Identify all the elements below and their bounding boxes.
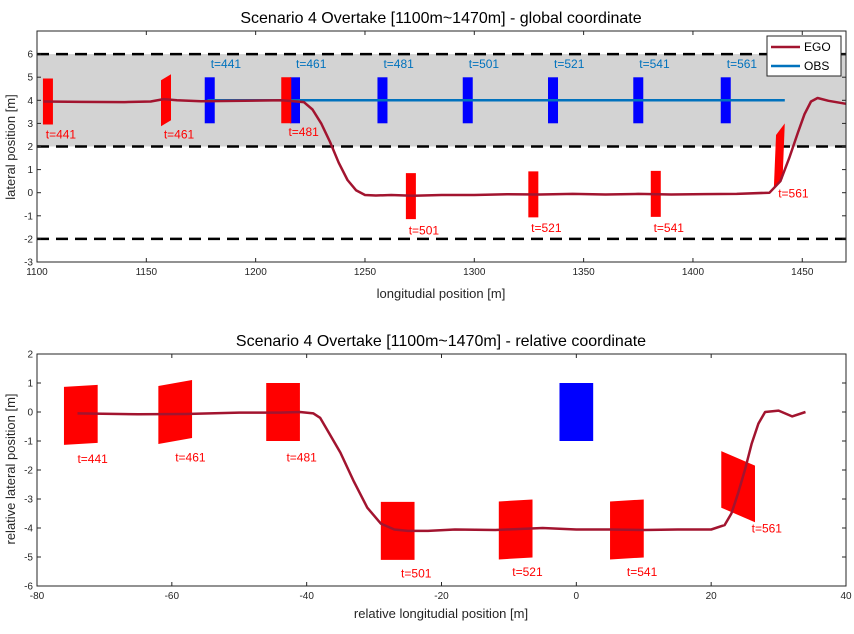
y-tick-label: 2	[27, 142, 33, 153]
y-tick-label: -1	[24, 211, 33, 222]
ego-time-label: t=441	[46, 127, 77, 141]
ego-time-label: t=441	[77, 452, 108, 466]
ego-time-label: t=481	[288, 125, 319, 139]
x-tick-label: 1200	[245, 267, 268, 278]
chart-2-ylabel: relative lateral position [m]	[3, 393, 18, 544]
y-tick-label: 3	[27, 119, 33, 130]
ego-box	[158, 380, 193, 444]
x-tick-label: -40	[299, 591, 314, 602]
y-tick-label: 6	[27, 50, 33, 61]
x-tick-label: 1150	[136, 267, 158, 278]
ego-time-label: t=561	[778, 186, 809, 200]
y-tick-label: -3	[24, 258, 33, 269]
ego-time-label: t=461	[164, 127, 195, 141]
x-tick-label: 0	[574, 591, 580, 602]
x-tick-label: 1250	[354, 267, 377, 278]
obs-time-label: t=521	[554, 57, 585, 71]
obs-time-label: t=481	[383, 57, 414, 71]
chart-1-xlabel: longitudial position [m]	[377, 286, 506, 301]
y-tick-label: 5	[27, 73, 33, 84]
x-tick-label: 1400	[682, 267, 705, 278]
ego-time-label: t=541	[654, 221, 685, 235]
y-tick-label: 0	[27, 408, 33, 419]
y-tick-label: -1	[24, 437, 33, 448]
legend-box	[766, 35, 842, 77]
x-tick-label: 1100	[26, 267, 48, 278]
obs-time-label: t=461	[296, 57, 327, 71]
y-tick-label: 4	[27, 96, 33, 107]
y-tick-label: 1	[27, 379, 33, 390]
obs-time-label: t=441	[211, 57, 242, 71]
y-tick-label: -2	[24, 466, 33, 477]
x-tick-label: 20	[706, 591, 718, 602]
ego-time-label: t=481	[286, 450, 317, 464]
y-tick-label: -2	[24, 234, 33, 245]
ego-time-label: t=521	[512, 565, 543, 579]
chart-1-title: Scenario 4 Overtake [1100m~1470m] - glob…	[240, 10, 641, 27]
obs-box	[559, 383, 594, 441]
ego-trajectory-line	[77, 409, 806, 533]
legend: EGO OBS	[766, 35, 842, 77]
ego-time-label: t=561	[752, 521, 783, 535]
ego-time-label: t=521	[531, 221, 562, 235]
y-tick-label: -4	[24, 524, 33, 535]
ego-time-label: t=461	[175, 450, 206, 464]
x-tick-label: -60	[165, 591, 180, 602]
legend-obs-label: OBS	[804, 59, 829, 73]
y-tick-label: 2	[27, 350, 33, 361]
obs-time-label: t=561	[727, 57, 758, 71]
chart-2-title: Scenario 4 Overtake [1100m~1470m] - rela…	[236, 333, 646, 350]
obs-time-label: t=501	[469, 57, 500, 71]
x-tick-label: -20	[434, 591, 449, 602]
x-tick-label: 40	[840, 591, 852, 602]
y-tick-label: -5	[24, 553, 33, 564]
ego-time-label: t=501	[401, 566, 432, 580]
x-tick-label: 1450	[791, 267, 814, 278]
ego-trajectory-line	[43, 96, 847, 197]
y-tick-label: 1	[27, 165, 33, 176]
x-tick-label: 1300	[463, 267, 486, 278]
y-tick-label: -6	[24, 582, 33, 593]
y-tick-label: -3	[24, 495, 33, 506]
legend-ego-label: EGO	[804, 40, 831, 54]
x-tick-label: 1350	[572, 267, 595, 278]
ego-time-label: t=501	[409, 223, 440, 237]
chart-2-xlabel: relative longitudial position [m]	[354, 606, 528, 621]
y-tick-label: 0	[27, 188, 33, 199]
ego-box	[721, 451, 755, 523]
x-tick-label: -80	[30, 591, 45, 602]
chart-1-ylabel: lateral position [m]	[3, 94, 18, 200]
obs-time-label: t=541	[639, 57, 670, 71]
chart-1-plot: t=441 t=461 t=481 t=501 t=521 t=541 t=561 t=441…	[24, 30, 847, 278]
ego-box	[63, 384, 98, 445]
ego-time-label: t=541	[627, 565, 658, 579]
ego-box	[773, 123, 785, 189]
